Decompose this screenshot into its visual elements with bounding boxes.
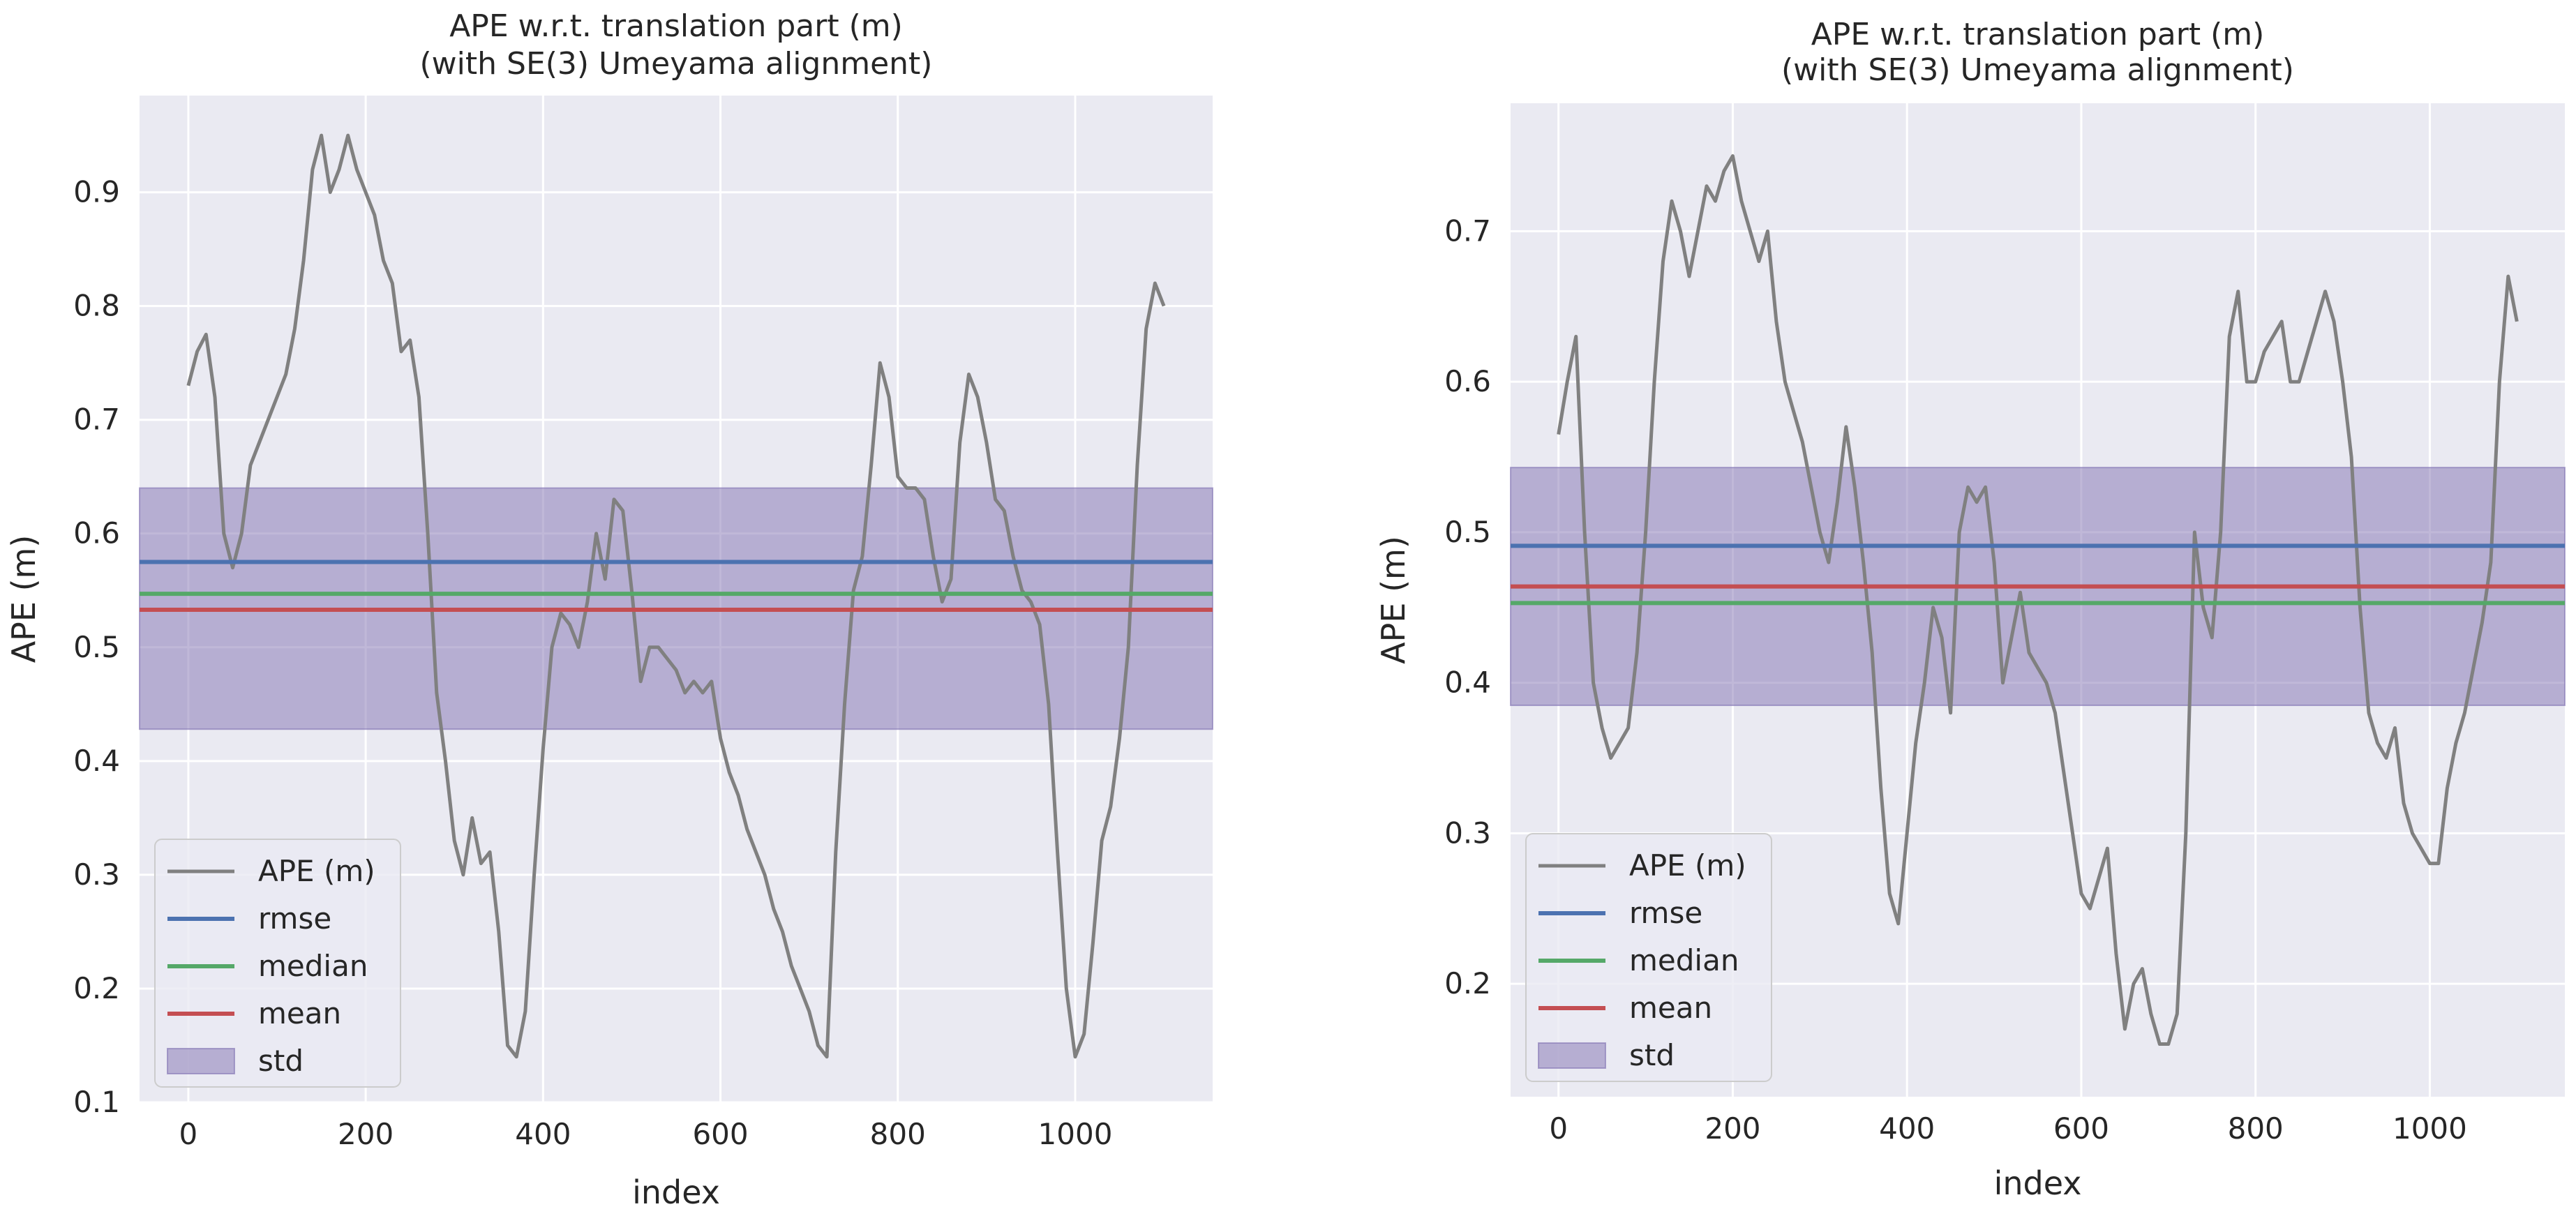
y-tick-label: 0.6	[73, 516, 120, 550]
chart-subtitle: (with SE(3) Umeyama alignment)	[420, 46, 933, 82]
legend-label: std	[1629, 1038, 1675, 1072]
x-tick-label: 600	[2053, 1111, 2109, 1146]
y-axis-label: APE (m)	[5, 535, 43, 663]
tick-labels: 0 200 400 600 800 1000 0.1 0.2 0.3 0.4 0.5 0.6 0.7 0.…	[73, 175, 1112, 1151]
x-tick-label: 800	[870, 1117, 926, 1151]
y-tick-label: 0.7	[73, 403, 120, 437]
x-tick-label: 800	[2228, 1111, 2284, 1146]
legend: APE (m) rmse median mean std	[1525, 833, 1772, 1082]
legend-swatch-std	[1538, 1042, 1606, 1069]
x-tick-label: 200	[1705, 1111, 1760, 1146]
y-tick-label: 0.1	[73, 1085, 120, 1119]
x-tick-label: 400	[515, 1117, 571, 1151]
legend-label: median	[1629, 943, 1739, 977]
legend-label: mean	[258, 996, 341, 1030]
y-tick-label: 0.5	[73, 630, 120, 664]
chart-title: APE w.r.t. translation part (m)	[449, 8, 903, 44]
y-tick-label: 0.6	[1444, 364, 1491, 398]
legend: APE (m) rmse median mean std	[154, 839, 401, 1088]
legend-label: rmse	[258, 901, 331, 936]
series-marks	[1510, 154, 2566, 1046]
chart-right: 0 200 400 600 800 1000 0.2 0.3 0.4 0.5 0.6 0.7 APE …	[1375, 17, 2566, 1202]
x-tick-label: 400	[1879, 1111, 1935, 1146]
ape-line	[186, 133, 1166, 1059]
legend-label: APE (m)	[258, 854, 375, 888]
legend-box	[154, 839, 401, 1088]
x-tick-label: 200	[338, 1117, 394, 1151]
y-tick-label: 0.2	[1444, 966, 1491, 1000]
tick-labels: 0 200 400 600 800 1000 0.2 0.3 0.4 0.5 0.6 0.7	[1444, 213, 2467, 1146]
chart-subtitle: (with SE(3) Umeyama alignment)	[1781, 52, 2294, 88]
y-tick-label: 0.3	[1444, 816, 1491, 850]
ape-line	[1557, 154, 2519, 1046]
legend-label: median	[258, 949, 368, 983]
y-tick-label: 0.5	[1444, 515, 1491, 549]
legend-label: APE (m)	[1629, 848, 1746, 883]
chart-title: APE w.r.t. translation part (m)	[1811, 17, 2265, 52]
y-tick-label: 0.9	[73, 175, 120, 209]
x-axis-label: index	[632, 1173, 720, 1211]
y-tick-label: 0.7	[1444, 213, 1491, 248]
x-tick-label: 0	[1549, 1111, 1568, 1146]
y-axis-label: APE (m)	[1375, 536, 1412, 664]
series-marks	[139, 133, 1213, 1059]
legend-label: std	[258, 1044, 304, 1078]
y-tick-label: 0.4	[1444, 666, 1491, 700]
y-tick-label: 0.4	[73, 744, 120, 778]
legend-box	[1525, 833, 1772, 1082]
y-tick-label: 0.3	[73, 857, 120, 892]
legend-label: mean	[1629, 991, 1712, 1025]
x-tick-label: 0	[179, 1117, 198, 1151]
legend-swatch-std	[167, 1048, 235, 1074]
x-tick-label: 1000	[2392, 1111, 2467, 1146]
chart-left: 0 200 400 600 800 1000 0.1 0.2 0.3 0.4 0.5 0.6 0.7 0.…	[5, 8, 1213, 1211]
x-tick-label: 600	[692, 1117, 748, 1151]
y-tick-label: 0.8	[73, 289, 120, 323]
y-tick-label: 0.2	[73, 971, 120, 1005]
x-tick-label: 1000	[1038, 1117, 1113, 1151]
legend-label: rmse	[1629, 896, 1702, 930]
x-axis-label: index	[1994, 1164, 2082, 1202]
